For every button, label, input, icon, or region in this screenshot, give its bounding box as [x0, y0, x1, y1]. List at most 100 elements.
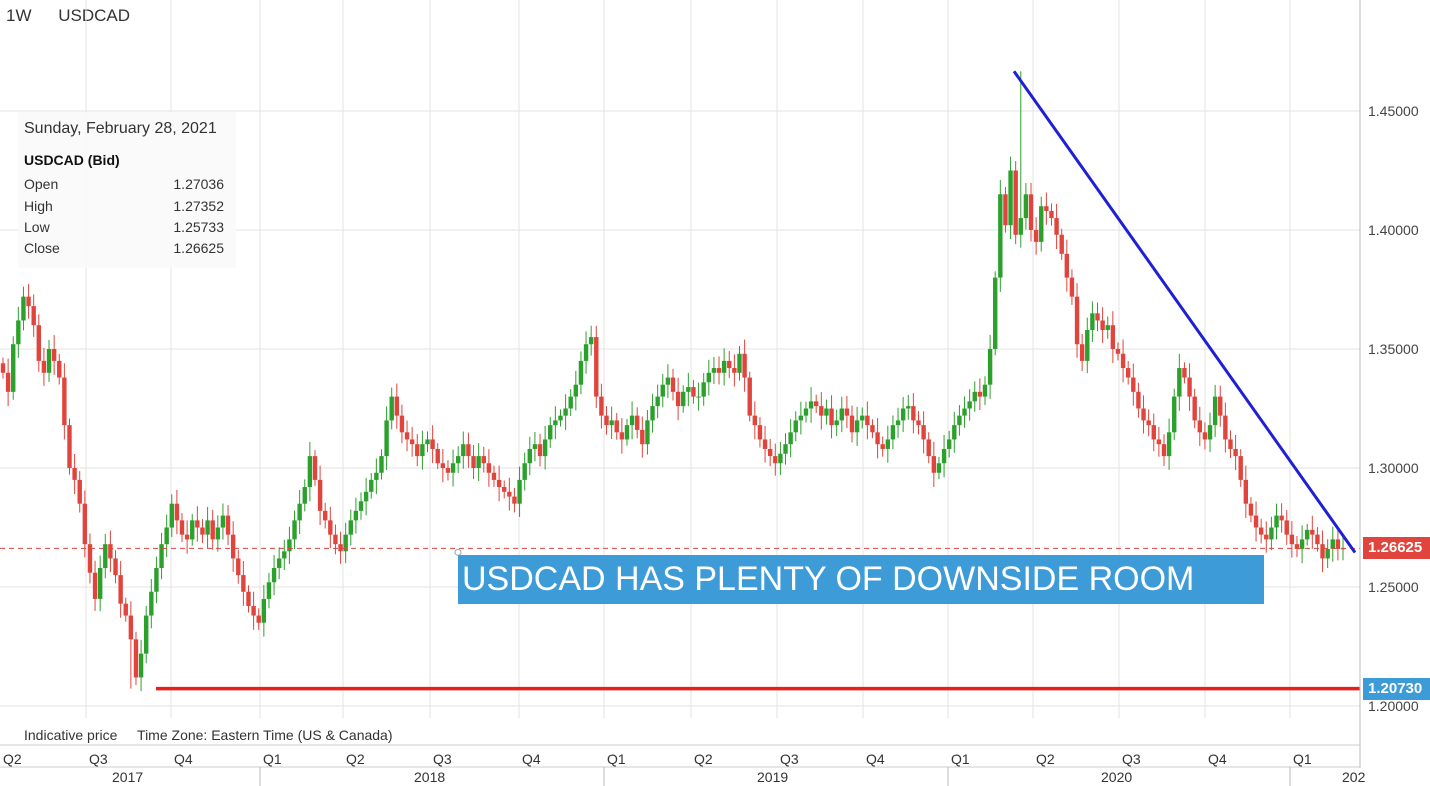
- quarter-tick-label: Q1: [607, 751, 626, 767]
- y-tick-label: 1.25000: [1368, 579, 1419, 595]
- trendline: [1012, 70, 1357, 554]
- quarter-tick-label: Q1: [263, 751, 282, 767]
- candle-up: [292, 520, 297, 540]
- support-price-tag: 1.20730: [1363, 677, 1430, 700]
- candle-down: [87, 544, 93, 573]
- candle-down: [1100, 320, 1105, 330]
- candle-down: [323, 510, 328, 521]
- candle-up: [307, 456, 313, 488]
- candle-down: [1238, 456, 1243, 480]
- candle-up: [1090, 313, 1095, 330]
- candle-up: [1299, 539, 1305, 549]
- candle-up: [1330, 539, 1335, 549]
- candle-down: [1049, 210, 1054, 219]
- candle-down: [57, 360, 62, 378]
- candle-down: [1120, 353, 1126, 369]
- y-tick-label: 1.35000: [1368, 341, 1419, 357]
- chart-grid: [0, 0, 1360, 718]
- candle-down: [1044, 206, 1049, 211]
- candle-down: [1264, 534, 1269, 540]
- candle-up: [374, 472, 379, 480]
- chart-header: 1W USDCAD: [6, 6, 152, 26]
- timeframe-label[interactable]: 1W: [6, 6, 32, 25]
- candle-up: [348, 520, 353, 535]
- candle-up: [159, 544, 164, 568]
- candle-down: [404, 432, 410, 440]
- candle-down: [184, 534, 190, 540]
- candle-up: [788, 432, 793, 445]
- candle-up: [461, 444, 466, 457]
- candle-down: [1192, 396, 1197, 421]
- candle-down: [496, 479, 502, 488]
- candle-down: [1228, 439, 1233, 449]
- candle-up: [660, 384, 665, 397]
- candle-down: [1141, 408, 1146, 421]
- candle-up: [839, 408, 844, 421]
- candle-down: [1182, 368, 1187, 378]
- candle-up: [778, 453, 783, 464]
- quarter-tick-label: Q3: [1122, 751, 1141, 767]
- candle-down: [1033, 230, 1039, 242]
- candle-up: [834, 420, 839, 426]
- candle-down: [875, 432, 880, 445]
- candle-up: [972, 391, 977, 402]
- candle-down: [1131, 377, 1136, 392]
- candle-up: [987, 349, 993, 385]
- candle-up: [1085, 329, 1090, 361]
- candle-down: [1202, 432, 1208, 440]
- candle-down: [333, 534, 338, 545]
- quarter-tick-label: Q4: [522, 751, 541, 767]
- candle-down: [399, 415, 405, 433]
- candle-up: [215, 527, 221, 540]
- candle-up: [624, 425, 630, 440]
- candle-down: [62, 377, 67, 426]
- candle-up: [568, 396, 573, 409]
- candle-down: [747, 377, 752, 416]
- candle-down: [1289, 534, 1295, 545]
- candle-down: [1156, 439, 1162, 445]
- candle-down: [880, 444, 885, 449]
- candle-down: [1003, 194, 1008, 226]
- candle-up: [455, 456, 461, 464]
- candle-down: [230, 534, 236, 559]
- candle-down: [752, 415, 758, 426]
- candle-up: [967, 401, 972, 409]
- candle-down: [435, 448, 440, 464]
- quarter-tick-label: Q4: [866, 751, 885, 767]
- ohlc-info-box: Sunday, February 28, 2021 USDCAD (Bid) O…: [18, 112, 236, 268]
- candle-down: [1315, 534, 1320, 545]
- candle-down: [1218, 396, 1223, 416]
- candle-up: [860, 415, 865, 421]
- candle-up: [701, 382, 706, 397]
- candle-up: [261, 598, 267, 623]
- candle-down: [870, 425, 875, 433]
- candle-up: [706, 372, 712, 383]
- candle-down: [931, 456, 937, 473]
- candle-down: [1335, 539, 1341, 549]
- candle-up: [343, 534, 348, 552]
- quarter-tick-label: Q2: [346, 751, 365, 767]
- candle-down: [849, 415, 855, 433]
- info-low-label: Low: [24, 219, 50, 235]
- year-tick-label: 2017: [112, 769, 143, 785]
- candle-up: [885, 439, 891, 449]
- candle-down: [195, 520, 200, 528]
- symbol-label[interactable]: USDCAD: [58, 6, 131, 25]
- candle-down: [236, 558, 241, 576]
- candle-up: [164, 527, 169, 545]
- candle-down: [118, 575, 123, 604]
- candle-down: [670, 377, 676, 392]
- info-open-label: Open: [24, 176, 59, 192]
- candle-down: [537, 444, 543, 457]
- candle-up: [696, 396, 701, 398]
- candle-down: [0, 363, 6, 373]
- candle-down: [926, 439, 931, 457]
- candle-down: [394, 396, 400, 416]
- candle-down: [911, 406, 916, 421]
- candle-down: [409, 439, 415, 445]
- candle-up: [276, 558, 282, 568]
- candle-down: [72, 468, 77, 480]
- candle-down: [762, 439, 768, 449]
